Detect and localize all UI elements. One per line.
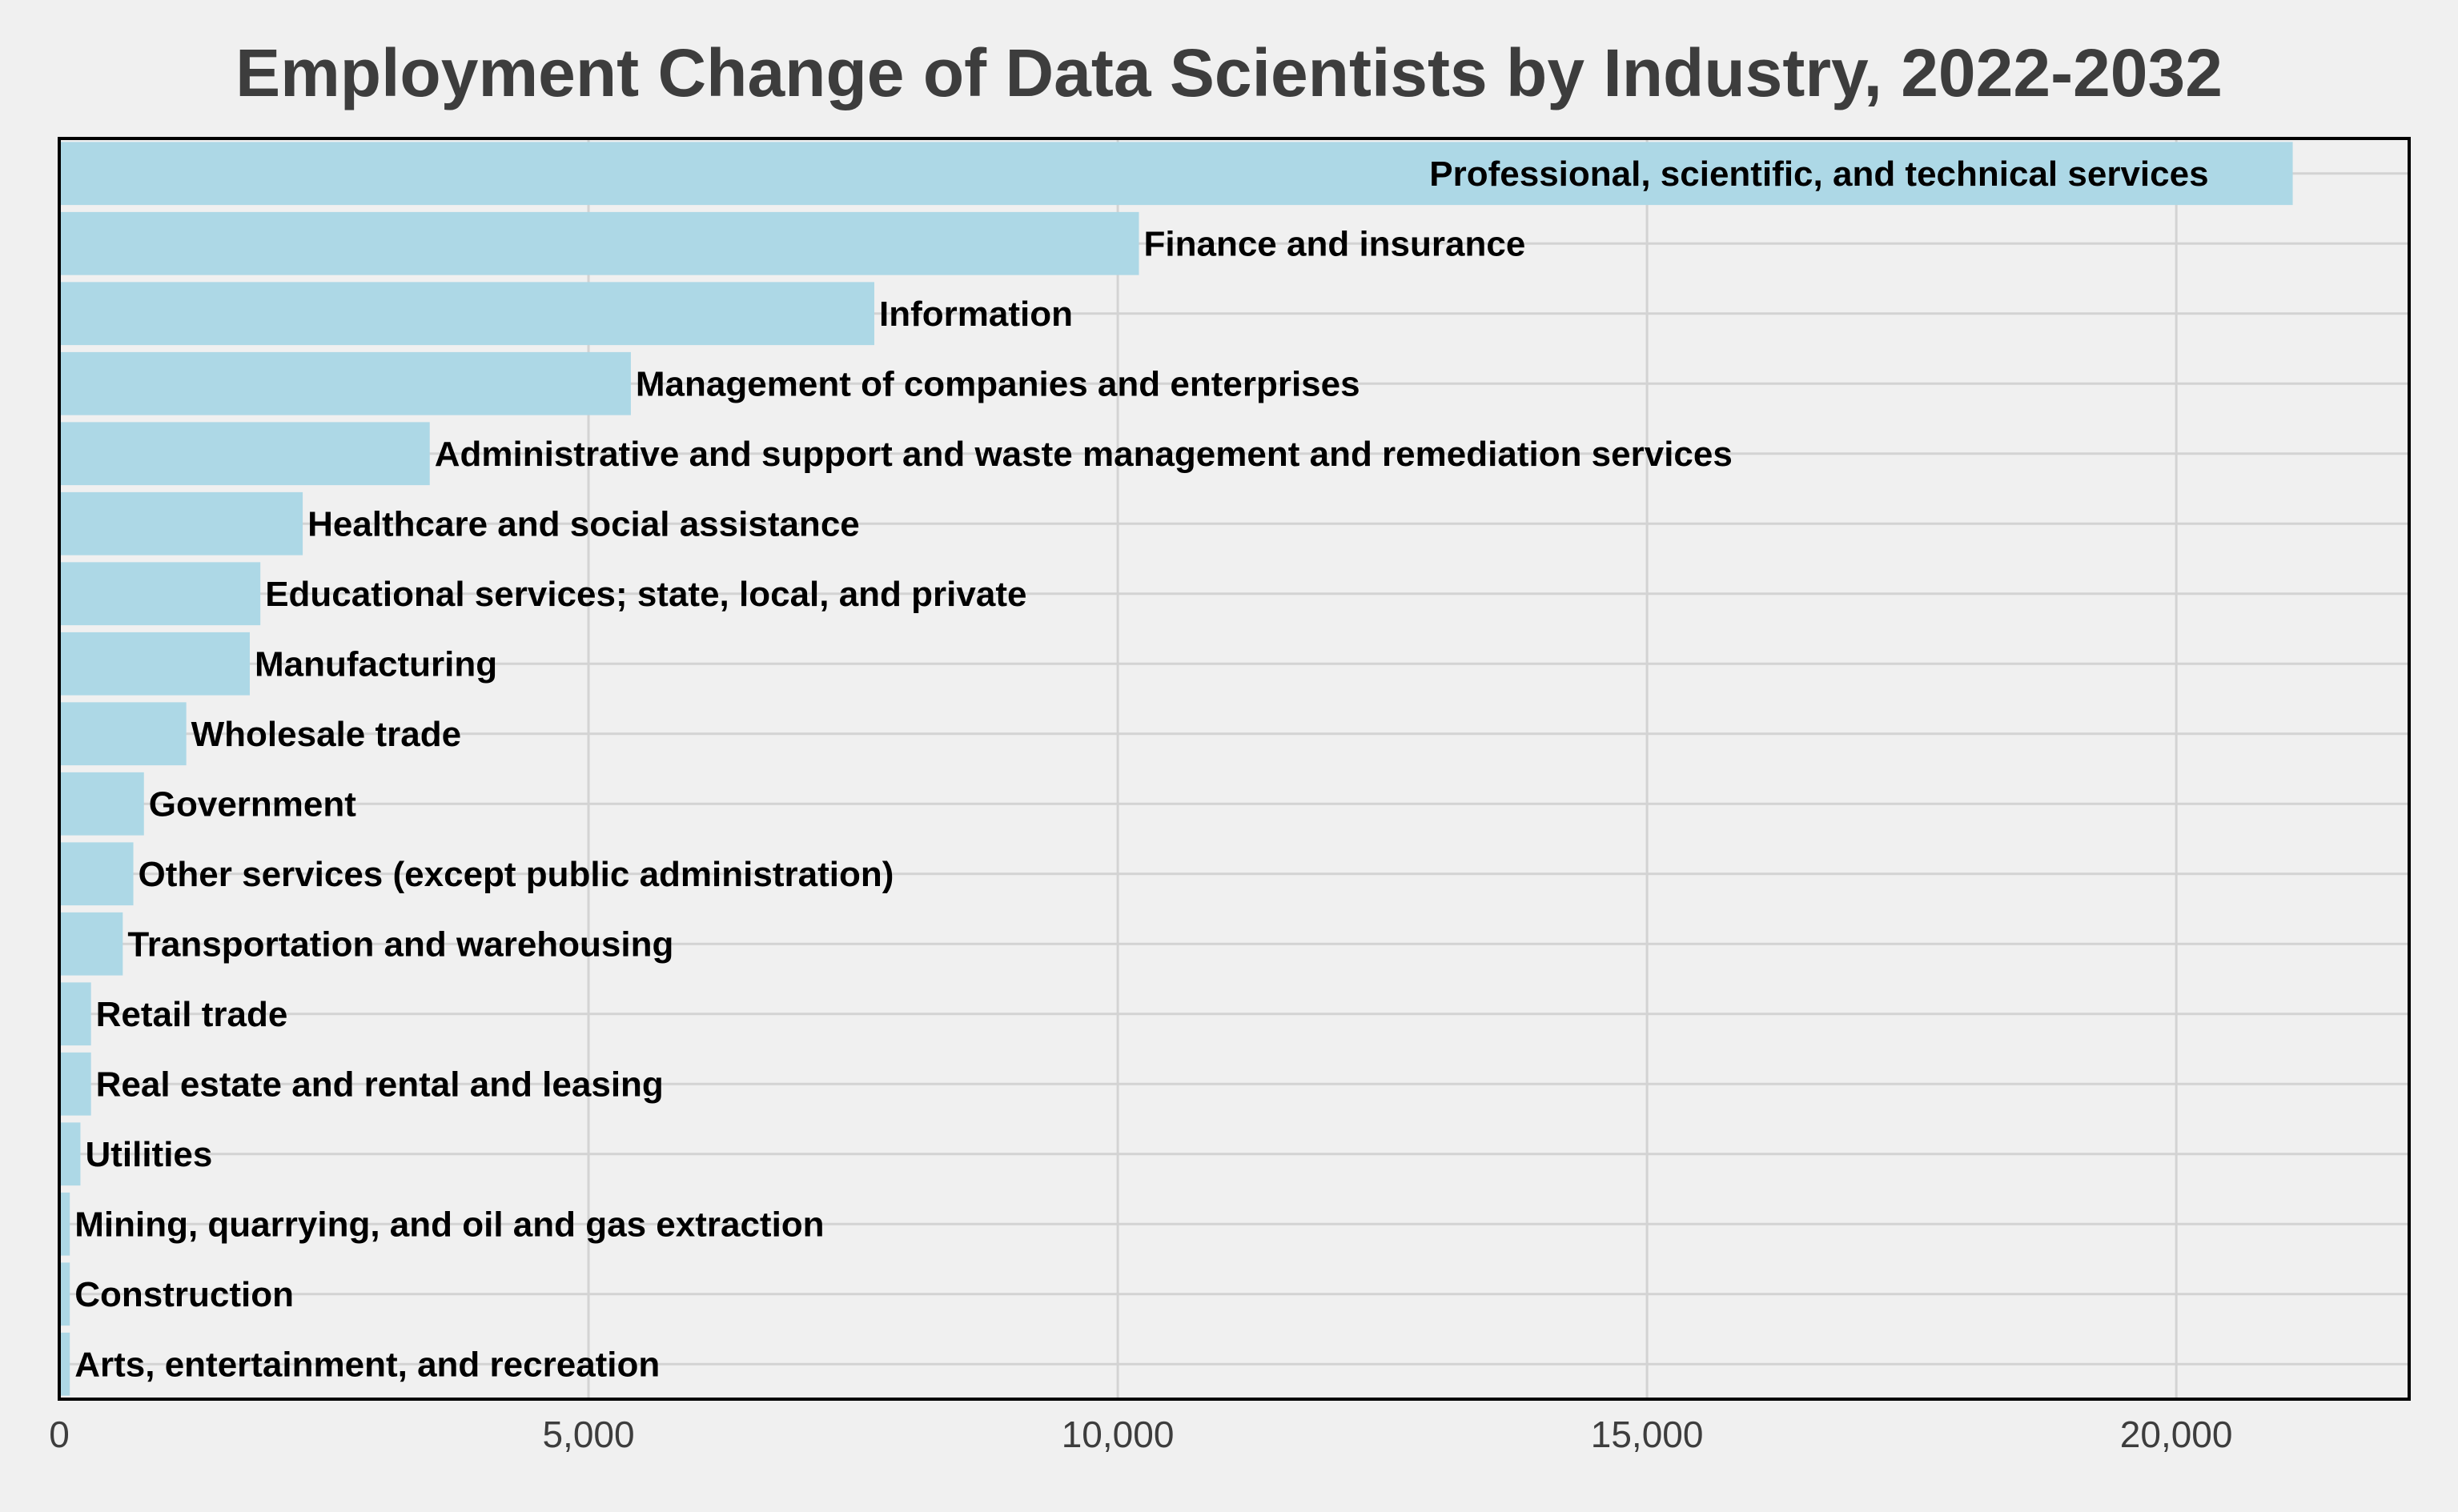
- bar-3: [59, 351, 631, 415]
- x-tick-label-4: 20,000: [2120, 1414, 2233, 1455]
- bar-13: [59, 1052, 91, 1116]
- bar-labels: Professional, scientific, and technical …: [74, 154, 2208, 1385]
- bar-11: [59, 912, 123, 976]
- bar-label-0: Professional, scientific, and technical …: [1429, 154, 2208, 194]
- bar-label-16: Construction: [74, 1275, 294, 1314]
- bar-15: [59, 1192, 70, 1256]
- bar-7: [59, 632, 250, 696]
- bar-label-13: Real estate and rental and leasing: [96, 1065, 664, 1104]
- bar-label-2: Information: [879, 295, 1073, 334]
- bar-label-1: Finance and insurance: [1144, 224, 1526, 263]
- bar-5: [59, 491, 303, 555]
- x-axis-ticks: 0 5,000 10,000 15,000 20,000: [49, 1414, 2232, 1455]
- bar-label-4: Administrative and support and waste man…: [435, 435, 1733, 474]
- bar-9: [59, 772, 144, 836]
- bar-1: [59, 211, 1139, 275]
- bar-label-10: Other services (except public administra…: [139, 855, 894, 894]
- bar-label-5: Healthcare and social assistance: [307, 504, 860, 543]
- x-tick-label-1: 5,000: [542, 1414, 634, 1455]
- bar-0: [59, 142, 2293, 206]
- bar-label-11: Transportation and warehousing: [127, 924, 673, 964]
- bar-17: [59, 1332, 70, 1396]
- bar-label-12: Retail trade: [96, 995, 288, 1034]
- bar-label-6: Educational services; state, local, and …: [265, 575, 1026, 614]
- bar-12: [59, 982, 91, 1046]
- chart-title: Employment Change of Data Scientists by …: [235, 35, 2223, 110]
- bars: [59, 142, 2293, 1396]
- bar-label-14: Utilities: [85, 1135, 212, 1174]
- x-tick-label-0: 0: [49, 1414, 70, 1455]
- bar-6: [59, 562, 261, 626]
- bar-label-3: Management of companies and enterprises: [636, 364, 1360, 403]
- bar-2: [59, 282, 874, 346]
- bar-8: [59, 702, 187, 766]
- bar-label-17: Arts, entertainment, and recreation: [74, 1345, 660, 1384]
- bar-16: [59, 1262, 70, 1326]
- x-tick-label-2: 10,000: [1062, 1414, 1175, 1455]
- bar-4: [59, 422, 430, 486]
- bar-label-9: Government: [149, 784, 357, 824]
- bar-10: [59, 842, 134, 906]
- plot-frame: [58, 137, 2411, 1401]
- bar-label-8: Wholesale trade: [191, 715, 461, 754]
- bar-14: [59, 1122, 81, 1186]
- x-tick-label-3: 15,000: [1591, 1414, 1704, 1455]
- bar-label-15: Mining, quarrying, and oil and gas extra…: [74, 1205, 824, 1244]
- bar-label-7: Manufacturing: [255, 644, 497, 684]
